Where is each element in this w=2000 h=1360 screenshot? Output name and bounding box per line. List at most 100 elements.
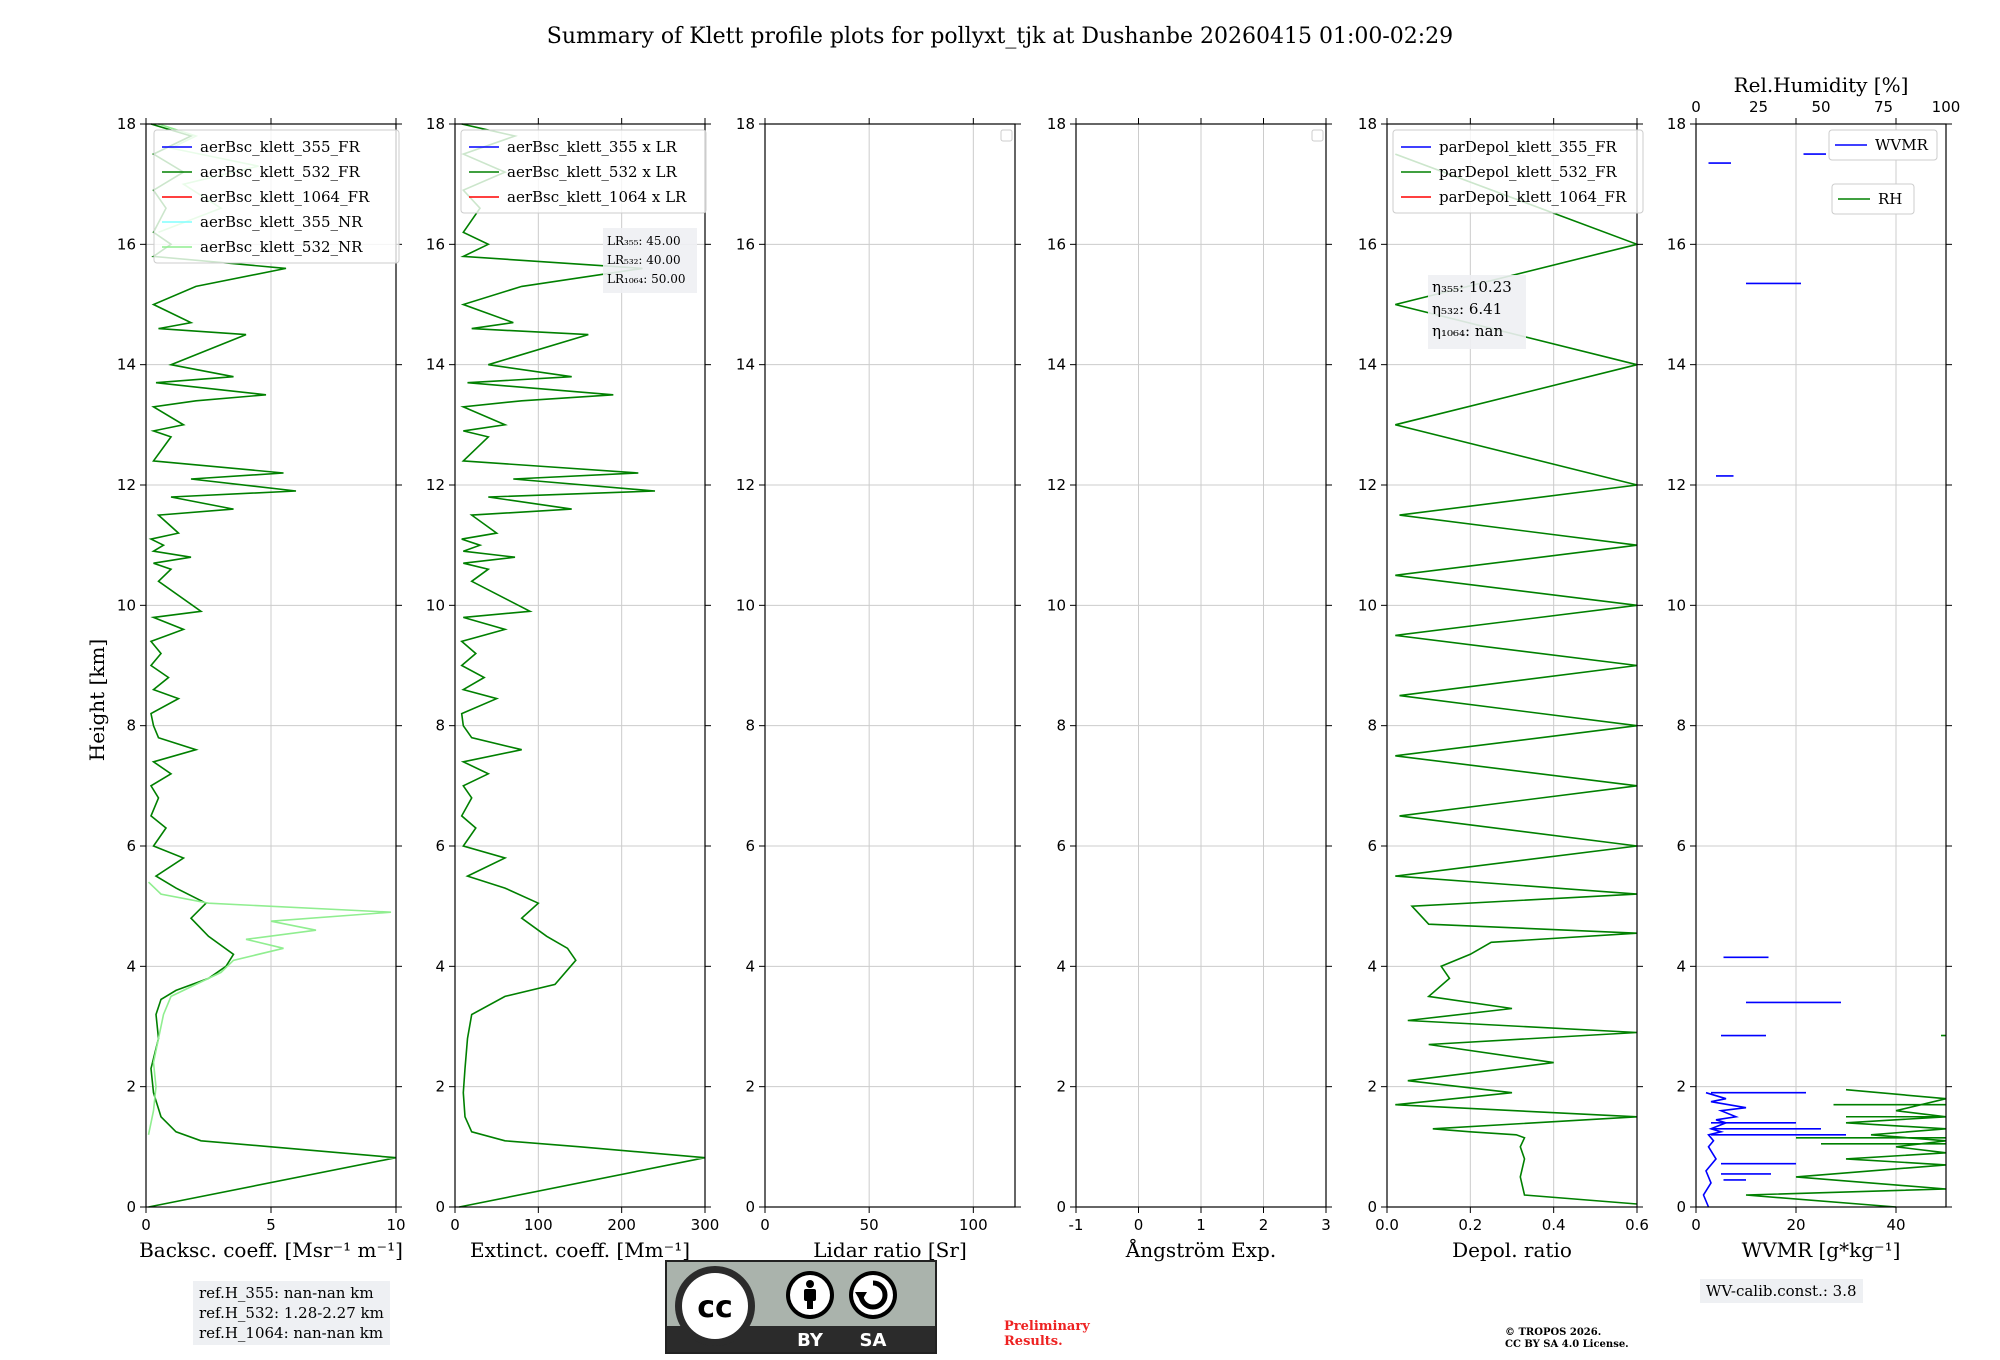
legend-label: aerBsc_klett_1064 x LR — [507, 188, 687, 206]
y-tick-label: 14 — [426, 356, 445, 374]
y-tick-label: 10 — [1047, 596, 1066, 614]
share-alike-icon — [849, 1271, 897, 1319]
y-tick-label: 16 — [1047, 235, 1066, 253]
y-tick-label: 14 — [1047, 356, 1066, 374]
y-tick-label: 8 — [1676, 717, 1686, 735]
y-tick-label: 10 — [736, 596, 755, 614]
y-tick-label: 10 — [1667, 596, 1686, 614]
y-tick-label: 18 — [1667, 115, 1686, 133]
x-axis-label: Lidar ratio [Sr] — [813, 1238, 967, 1262]
legend-label: WVMR — [1875, 136, 1929, 154]
y-tick-label: 14 — [1358, 356, 1377, 374]
panel-2: 0 100 200 300 0 2 4 6 8 10 12 14 16 18 Extinct. coeff.… — [426, 115, 719, 1262]
y-tick-label: 0 — [745, 1198, 755, 1216]
y-tick-label: 8 — [435, 717, 445, 735]
panel-1: 0 5 10 0 2 4 6 8 10 12 14 16 18 Backsc. coeff. [Msr⁻¹… — [117, 115, 406, 1262]
x-tick-label: 200 — [607, 1216, 636, 1234]
y-tick-label: 12 — [1358, 476, 1377, 494]
x-tick-label: 0 — [141, 1216, 151, 1234]
annotation-line: LR₅₃₂: 40.00 — [607, 253, 681, 267]
y-tick-label: 8 — [1367, 717, 1377, 735]
refh-355: ref.H_355: nan-nan km — [199, 1284, 374, 1302]
series-line-parDepol_klett_532_FR — [1395, 153, 1640, 1205]
wv-calibration-box: WV-calib.const.: 3.8 — [1700, 1279, 1863, 1303]
x-tick-label: 1 — [1196, 1216, 1206, 1234]
legend-box — [1831, 183, 1915, 215]
reference-height-box: ref.H_355: nan-nan km ref.H_532: 1.28-2.… — [193, 1281, 390, 1345]
y-tick-label: 12 — [736, 476, 755, 494]
legend-label: aerBsc_klett_355_FR — [200, 138, 360, 156]
x-axis-label: Ångström Exp. — [1125, 1237, 1276, 1262]
y-tick-label: 4 — [1676, 957, 1686, 975]
x-tick-label: 2 — [1259, 1216, 1269, 1234]
y-tick-label: 18 — [736, 115, 755, 133]
y-tick-label: 6 — [1676, 837, 1686, 855]
y-tick-label: 4 — [1056, 957, 1066, 975]
cc-by-sa-badge: cc BY SA — [665, 1260, 937, 1354]
series-line-aerBsc_klett_532_NR — [147, 881, 392, 1135]
x-tick-label: 0 — [1691, 1216, 1701, 1234]
empty-legend-box — [1311, 129, 1324, 142]
legend-box — [1392, 129, 1644, 214]
y-tick-label: 16 — [736, 235, 755, 253]
y-tick-label: 16 — [117, 235, 136, 253]
x-axis-label: Depol. ratio — [1452, 1238, 1572, 1262]
legend-label: aerBsc_klett_1064_FR — [200, 188, 370, 206]
y-tick-label: 18 — [426, 115, 445, 133]
y-tick-label: 2 — [1367, 1078, 1377, 1096]
legend-box — [153, 129, 400, 264]
cc-sa-label: SA — [860, 1330, 887, 1351]
y-tick-label: 0 — [1367, 1198, 1377, 1216]
y-tick-label: 0 — [126, 1198, 136, 1216]
x-tick-label: 0.0 — [1375, 1216, 1399, 1234]
y-tick-label: 4 — [745, 957, 755, 975]
y-tick-label: 18 — [1047, 115, 1066, 133]
x2-tick-label: 100 — [1932, 98, 1961, 116]
x-tick-label: 5 — [266, 1216, 276, 1234]
y-tick-label: 4 — [126, 957, 136, 975]
y-tick-label: 0 — [1676, 1198, 1686, 1216]
y-tick-label: 2 — [435, 1078, 445, 1096]
y-tick-label: 4 — [1367, 957, 1377, 975]
refh-532: ref.H_532: 1.28-2.27 km — [199, 1304, 384, 1322]
legend: parDepol_klett_355_FR parDepol_klett_532_… — [1392, 129, 1644, 214]
y-tick-label: 2 — [1056, 1078, 1066, 1096]
x-tick-label: 0 — [450, 1216, 460, 1234]
y-tick-label: 18 — [117, 115, 136, 133]
x-tick-label: 0 — [1134, 1216, 1144, 1234]
legend-label: aerBsc_klett_532_FR — [200, 163, 360, 181]
annotation-line: η₅₃₂: 6.41 — [1432, 300, 1502, 318]
copyright-line-1: © TROPOS 2026. — [1505, 1327, 1601, 1338]
annotation-line: η₃₅₅: 10.23 — [1432, 278, 1512, 296]
y-tick-label: 0 — [435, 1198, 445, 1216]
x-axis-label: WVMR [g*kg⁻¹] — [1742, 1238, 1901, 1262]
y-tick-label: 6 — [126, 837, 136, 855]
x-tick-label: 0.6 — [1625, 1216, 1649, 1234]
series-line-WVMR — [1702, 1091, 1747, 1208]
x-axis-label: Extinct. coeff. [Mm⁻¹] — [470, 1238, 690, 1262]
series-line-aerBsc_klett_532_FR — [148, 123, 397, 1208]
x-tick-label: -1 — [1069, 1216, 1084, 1234]
y-tick-label: 4 — [435, 957, 445, 975]
legend: aerBsc_klett_355 x LR aerBsc_klett_532 x … — [460, 129, 707, 214]
copyright-line-2: CC BY SA 4.0 License. — [1505, 1339, 1629, 1350]
x2-axis-label: Rel.Humidity [%] — [1734, 73, 1909, 97]
panel-3: 0 50 100 0 2 4 6 8 10 12 14 16 18 Lidar ratio [Sr] — [736, 115, 1021, 1262]
legend-label: parDepol_klett_355_FR — [1439, 138, 1617, 156]
y-tick-label: 0 — [1056, 1198, 1066, 1216]
figure-title: Summary of Klett profile plots for polly… — [547, 24, 1453, 49]
legend-label: RH — [1878, 190, 1902, 208]
y-tick-label: 16 — [426, 235, 445, 253]
y-tick-label: 12 — [426, 476, 445, 494]
y-tick-label: 2 — [745, 1078, 755, 1096]
y-tick-label: 2 — [126, 1078, 136, 1096]
axes-frame — [1386, 123, 1638, 1208]
legend-label: parDepol_klett_532_FR — [1439, 163, 1617, 181]
legend-box — [1828, 129, 1938, 161]
y-tick-label: 14 — [736, 356, 755, 374]
legend-label: aerBsc_klett_355_NR — [200, 213, 363, 231]
x-tick-label: 100 — [959, 1216, 988, 1234]
y-tick-label: 8 — [745, 717, 755, 735]
